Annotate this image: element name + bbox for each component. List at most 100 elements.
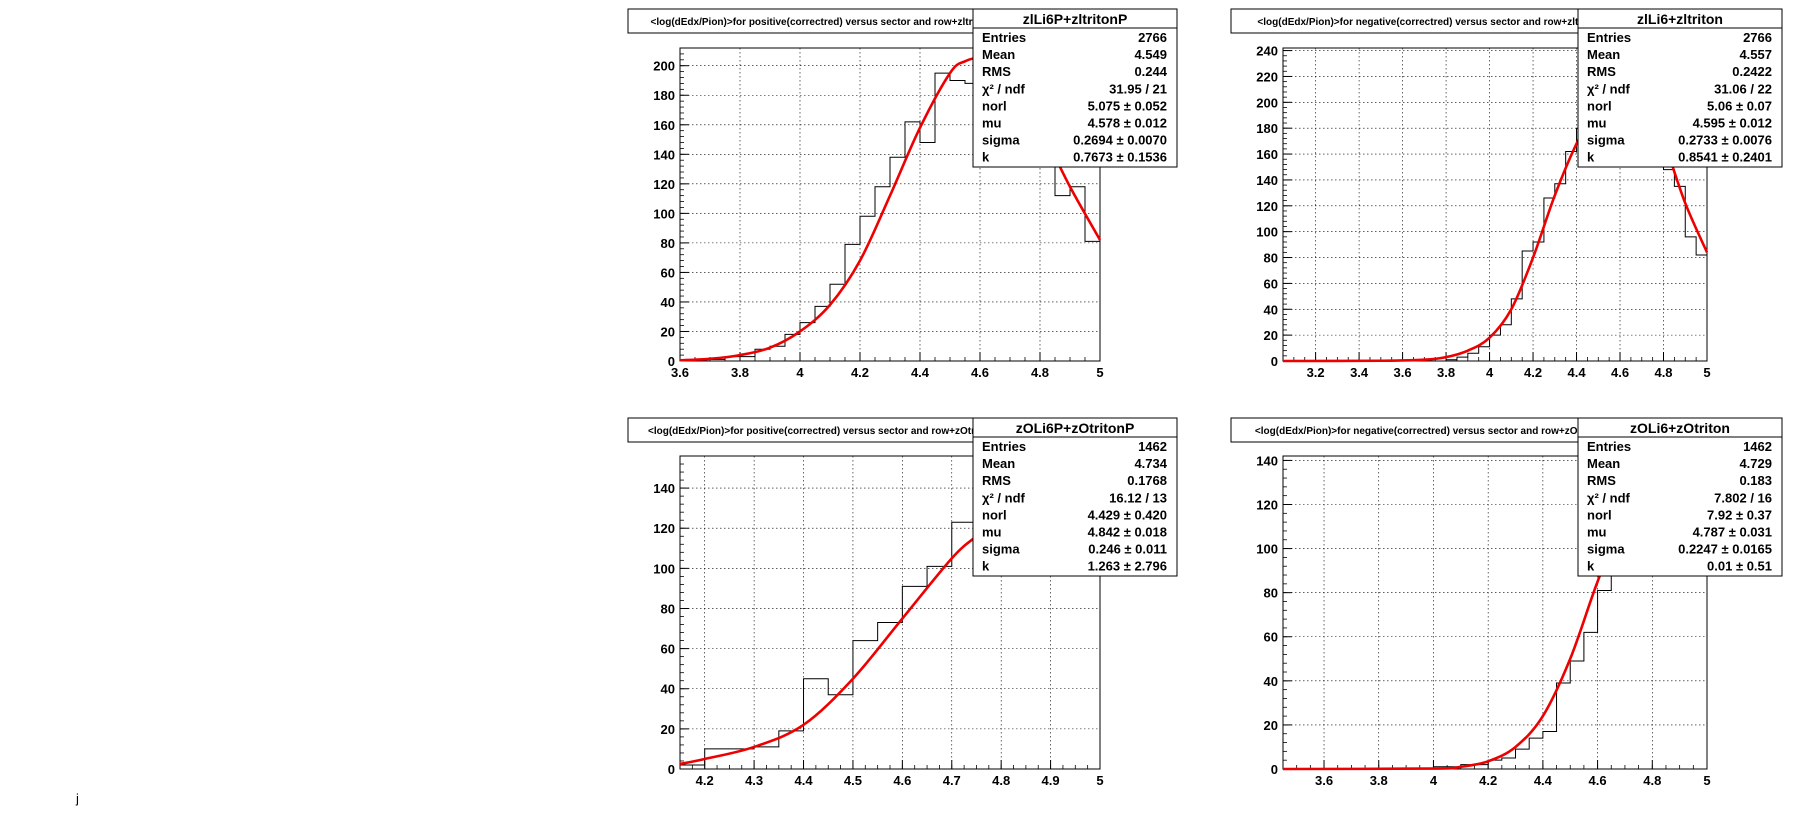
stats-label: sigma [982, 542, 1020, 557]
stats-label: Mean [1587, 47, 1620, 62]
stats-value: 0.8541 ± 0.2401 [1678, 150, 1772, 165]
stats-label: norl [1587, 507, 1612, 522]
y-tick-label: 80 [661, 601, 675, 616]
x-tick-label: 4 [796, 365, 804, 380]
stats-value: 0.01 ± 0.51 [1707, 559, 1772, 574]
stats-label: Mean [1587, 456, 1620, 471]
stats-label: RMS [1587, 64, 1616, 79]
y-tick-label: 140 [1256, 173, 1278, 188]
stats-label: mu [1587, 525, 1607, 540]
stats-box [1577, 417, 1783, 577]
stats-value: 4.549 [1134, 47, 1167, 62]
x-tick-label: 4.8 [1654, 365, 1672, 380]
pad-negative-zl: 3.2 3.4 3.6 3.8 4 4.2 4.4 4.6 4.8 5 0 20 40 60 80 100 12… [1230, 8, 1783, 380]
y-tick-label: 160 [653, 118, 675, 133]
y-tick-label: 20 [661, 324, 675, 339]
stray-mark: j [75, 791, 79, 806]
stats-value: 0.2694 ± 0.0070 [1073, 133, 1167, 148]
stats-title: zOLi6+zOtriton [1630, 420, 1730, 436]
y-tick-label: 60 [661, 265, 675, 280]
stats-value: 0.2422 [1732, 64, 1772, 79]
chart-title: <log(dEdx/Pion)>for positive(correctred)… [648, 426, 1000, 437]
stats-label: Mean [982, 47, 1015, 62]
y-tick-label: 180 [653, 88, 675, 103]
x-tick-label: 4.6 [971, 365, 989, 380]
x-tick-label: 4.3 [745, 773, 763, 788]
stats-value: 0.2733 ± 0.0076 [1678, 133, 1772, 148]
x-tick-label: 4.4 [1567, 365, 1586, 380]
stats-box [972, 8, 1178, 168]
stats-label: χ² / ndf [1587, 490, 1631, 505]
pad-positive-zl: 3.6 3.8 4 4.2 4.4 4.6 4.8 5 0 20 40 60 80 100 120 140 16… [627, 8, 1178, 380]
y-tick-label: 120 [653, 521, 675, 536]
stats-value: 4.557 [1739, 47, 1772, 62]
stats-label: RMS [1587, 473, 1616, 488]
stats-label: RMS [982, 473, 1011, 488]
stats-label: Entries [1587, 30, 1631, 45]
stats-label: norl [982, 98, 1007, 113]
y-tick-label: 120 [1256, 497, 1278, 512]
stats-title: zlLi6+zltriton [1637, 11, 1723, 27]
x-tick-label: 4 [1430, 773, 1438, 788]
y-tick-label: 40 [661, 682, 675, 697]
stats-value: 4.578 ± 0.012 [1088, 116, 1167, 131]
stats-value: 0.7673 ± 0.1536 [1073, 150, 1167, 165]
x-tick-label: 4.2 [696, 773, 714, 788]
x-tick-label: 4.6 [1589, 773, 1607, 788]
stats-label: norl [982, 507, 1007, 522]
y-tick-label: 240 [1256, 44, 1278, 59]
stats-value: 2766 [1138, 30, 1167, 45]
stats-value: 2766 [1743, 30, 1772, 45]
stats-label: sigma [1587, 133, 1625, 148]
x-tick-label: 4 [1486, 365, 1494, 380]
pad-negative-zO: 3.6 3.8 4 4.2 4.4 4.6 4.8 5 0 20 40 60 80 100 120 140 <l… [1230, 417, 1783, 788]
stats-title: zlLi6P+zltritonP [1023, 11, 1128, 27]
x-tick-label: 4.8 [1643, 773, 1661, 788]
x-tick-label: 4.4 [911, 365, 930, 380]
stats-value: 31.95 / 21 [1109, 81, 1167, 96]
stats-label: mu [982, 116, 1002, 131]
y-tick-label: 100 [653, 561, 675, 576]
x-tick-label: 5 [1703, 365, 1710, 380]
x-tick-label: 5 [1703, 773, 1710, 788]
y-tick-label: 100 [1256, 225, 1278, 240]
y-tick-label: 200 [653, 59, 675, 74]
x-tick-label: 4.2 [1479, 773, 1497, 788]
x-tick-label: 3.6 [1315, 773, 1333, 788]
stats-label: norl [1587, 98, 1612, 113]
y-tick-label: 40 [1264, 302, 1278, 317]
stats-value: 0.1768 [1127, 473, 1167, 488]
x-tick-label: 4.6 [893, 773, 911, 788]
stats-label: mu [982, 525, 1002, 540]
x-tick-label: 3.8 [1437, 365, 1455, 380]
chart-title: <log(dEdx/Pion)>for negative(correctred)… [1255, 426, 1603, 437]
y-tick-label: 0 [1271, 354, 1278, 369]
y-tick-label: 120 [653, 177, 675, 192]
y-tick-label: 140 [653, 147, 675, 162]
stats-value: 5.06 ± 0.07 [1707, 98, 1772, 113]
x-tick-label: 3.6 [671, 365, 689, 380]
stats-value: 0.244 [1134, 64, 1167, 79]
stats-label: RMS [982, 64, 1011, 79]
y-tick-label: 60 [1264, 276, 1278, 291]
x-tick-label: 4.8 [992, 773, 1010, 788]
y-tick-label: 100 [653, 206, 675, 221]
x-tick-label: 4.4 [1534, 773, 1553, 788]
chart-title: <log(dEdx/Pion)>for negative(correctred)… [1257, 17, 1600, 28]
y-tick-label: 160 [1256, 147, 1278, 162]
x-tick-label: 3.6 [1394, 365, 1412, 380]
x-tick-label: 3.8 [731, 365, 749, 380]
stats-label: k [982, 150, 990, 165]
stats-value: 7.92 ± 0.37 [1707, 507, 1772, 522]
stats-label: sigma [1587, 542, 1625, 557]
y-tick-label: 100 [1256, 542, 1278, 557]
stats-title: zOLi6P+zOtritonP [1016, 420, 1135, 436]
x-tick-label: 4.4 [794, 773, 813, 788]
y-tick-label: 40 [661, 295, 675, 310]
stats-label: Entries [982, 30, 1026, 45]
stats-value: 4.595 ± 0.012 [1693, 116, 1772, 131]
stats-label: k [982, 559, 990, 574]
y-tick-label: 20 [661, 722, 675, 737]
y-tick-label: 60 [661, 642, 675, 657]
